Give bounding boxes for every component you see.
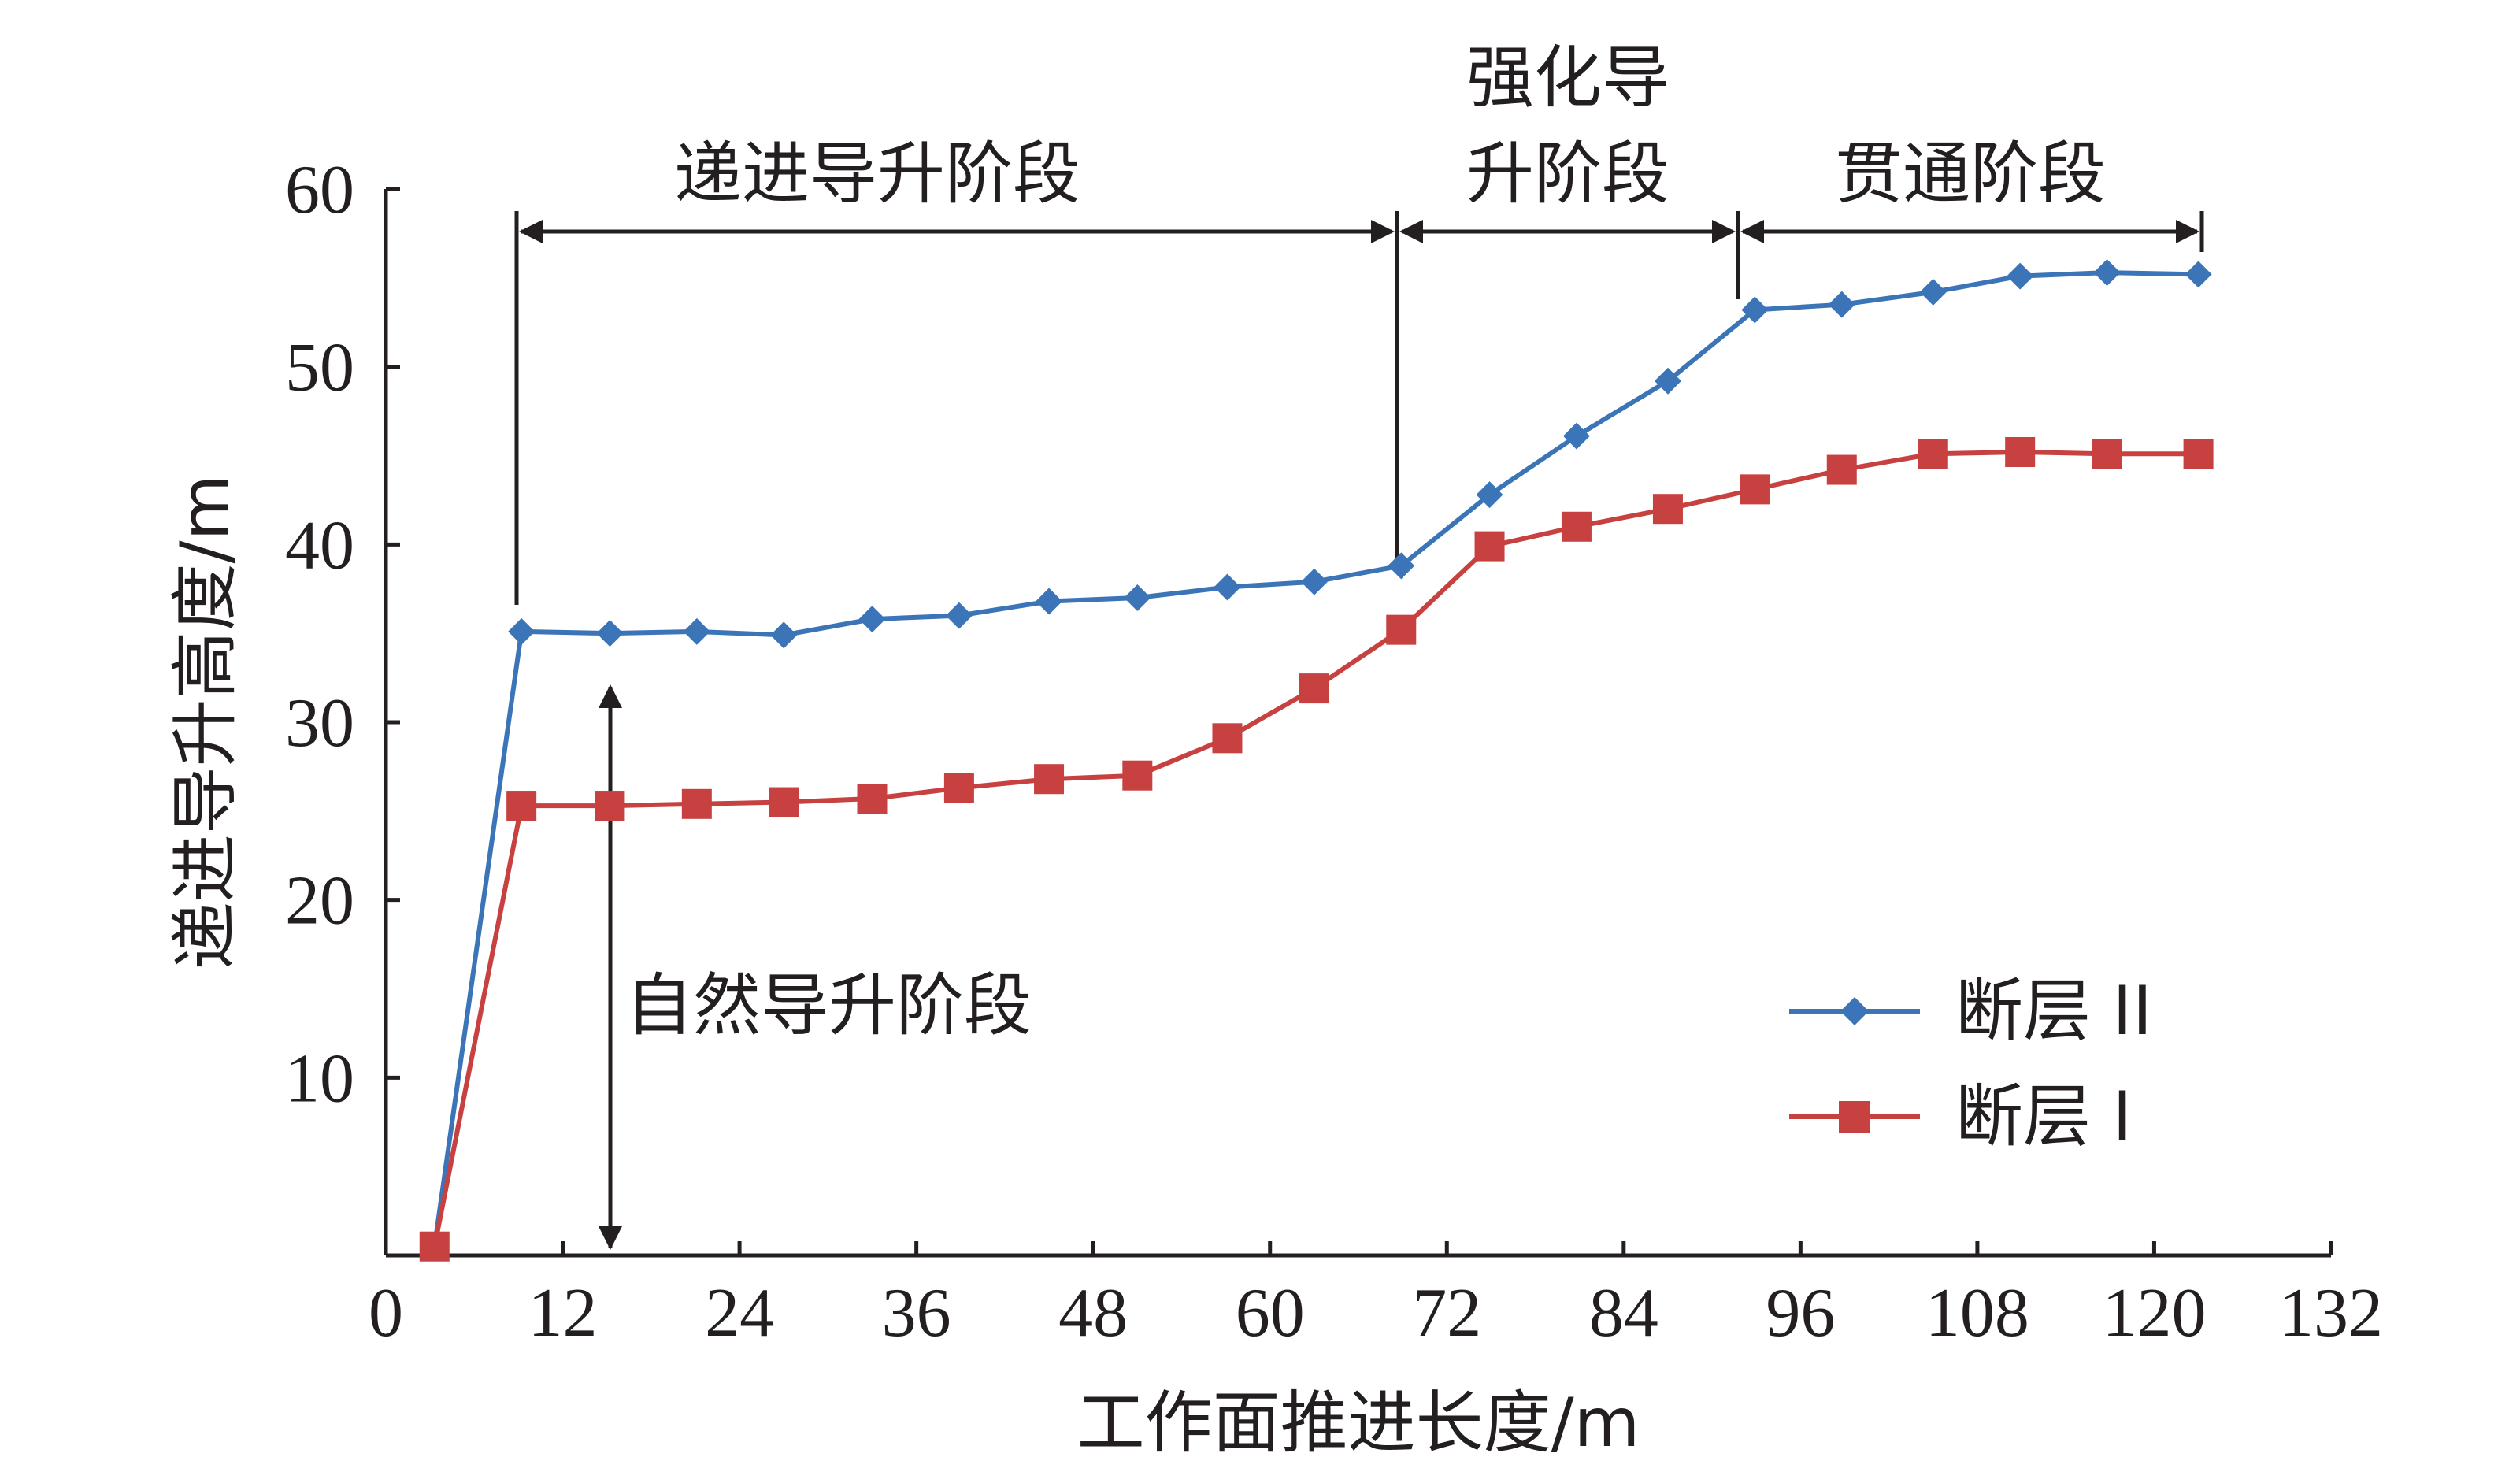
x-tick-label: 72 [1412,1275,1481,1351]
stage-1-label: 递进导升阶段 [674,135,1080,213]
x-tick-label: 24 [705,1275,774,1351]
data-point [2183,439,2214,469]
stage-2-label-line1: 强化导 [1466,39,1670,117]
legend: 断层 II 断层 I [1789,972,2152,1156]
data-point [1654,367,1681,395]
legend-item-fault-1: 断层 I [1789,1077,2133,1156]
natural-stage-label: 自然导升阶段 [625,966,1032,1045]
data-point [1918,439,1948,469]
x-tick-label: 132 [2279,1275,2383,1351]
data-point [858,606,886,633]
legend-marker-fault-2 [1840,997,1869,1025]
x-axis-title: 工作面推进长度/m [1077,1384,1640,1457]
y-tick-label: 40 [285,507,354,584]
data-point [1214,573,1241,601]
stage-annotations: 递进导升阶段 强化导 升阶段 贯通阶段 自然导升阶段 [514,39,2204,1250]
data-point [595,791,625,821]
legend-item-fault-2: 断层 II [1789,972,2152,1051]
x-tick-label: 120 [2102,1275,2206,1351]
data-point [1476,481,1503,509]
data-point [683,617,710,645]
data-point [1740,474,1770,505]
series-1 [421,259,2212,1260]
data-point [2092,439,2122,469]
data-point [1826,454,1857,485]
x-tick-label: 36 [882,1275,951,1351]
data-point [1122,760,1153,791]
stage-3-label: 贯通阶段 [1835,135,2106,213]
data-point [2185,261,2212,288]
y-ticks: 10 20 30 40 50 60 [285,152,400,1117]
data-point [1300,568,1328,595]
legend-label-fault-1: 断层 I [1955,1077,2133,1156]
legend-label-fault-2: 断层 II [1955,972,2152,1051]
data-point [1474,531,1505,562]
series-layer [419,259,2214,1262]
data-point [1652,494,1683,525]
data-point [1562,422,1590,450]
data-point [1299,673,1329,704]
x-ticks: 0 12 24 36 48 60 72 84 96 108 120 132 [369,1241,2383,1351]
data-point [1124,584,1151,612]
data-point [857,784,888,814]
x-tick-label: 48 [1058,1275,1128,1351]
data-point [1741,296,1769,324]
data-point [770,621,798,649]
data-point [769,787,799,817]
data-point [596,620,624,647]
series-2 [419,436,2214,1262]
stage-2-label-line2: 升阶段 [1466,135,1670,213]
y-tick-label: 50 [285,330,354,406]
data-point [1828,291,1855,318]
y-axis-title: 递进导升高度/m [166,475,245,970]
data-point [1386,614,1417,645]
x-tick-label: 12 [528,1275,598,1351]
x-tick-label: 0 [369,1275,403,1351]
series-line [432,270,2199,1248]
x-tick-label: 60 [1236,1275,1305,1351]
data-point [943,773,974,803]
data-point [506,791,537,821]
data-point [419,1231,450,1262]
data-point [508,617,536,645]
y-tick-label: 10 [285,1040,354,1117]
data-point [1919,278,1947,306]
data-point [1036,588,1063,615]
legend-marker-fault-1 [1839,1101,1870,1133]
x-tick-label: 96 [1766,1275,1835,1351]
data-point [2005,436,2036,467]
data-point [2007,262,2034,290]
y-tick-label: 20 [285,863,354,940]
x-tick-label: 84 [1589,1275,1658,1351]
x-tick-label: 108 [1925,1275,2029,1351]
data-point [1561,511,1592,542]
data-point [1034,764,1065,795]
data-point [2093,259,2121,287]
y-tick-label: 60 [285,152,354,228]
data-point [1212,723,1243,754]
y-tick-label: 30 [285,685,354,762]
data-point [945,602,973,629]
data-point [1388,552,1415,580]
data-point [681,788,712,819]
